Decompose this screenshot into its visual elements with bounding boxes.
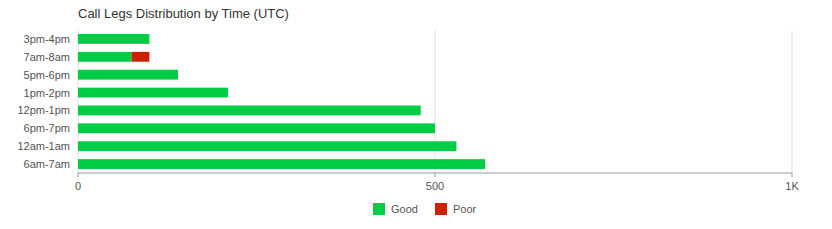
axis-line: [78, 173, 792, 174]
category-label: 6am-7am: [24, 158, 70, 170]
bar: [78, 106, 421, 116]
chart-title: Call Legs Distribution by Time (UTC): [78, 6, 289, 21]
category-label: 5pm-6pm: [24, 69, 70, 81]
grid-line: [435, 30, 436, 173]
chart: Call Legs Distribution by Time (UTC) 0 500…: [0, 0, 832, 229]
bar: [78, 123, 435, 133]
legend-label: Good: [391, 203, 418, 215]
bar: [456, 141, 457, 151]
bar: [435, 123, 436, 133]
tick-label: 0: [75, 180, 81, 192]
bar: [78, 70, 178, 80]
bar: [227, 88, 228, 98]
legend-swatch: [373, 203, 385, 215]
grid-line: [792, 30, 793, 173]
bar: [420, 106, 421, 116]
category-label: 7am-8am: [24, 51, 70, 63]
bar: [78, 141, 456, 151]
category-label: 12am-1am: [17, 140, 70, 152]
category-label: 6pm-7pm: [24, 122, 70, 134]
bar: [78, 88, 228, 98]
tick-mark: [78, 173, 79, 177]
bar: [132, 52, 150, 62]
category-label: 1pm-2pm: [24, 87, 70, 99]
tick-mark: [435, 173, 436, 177]
legend-swatch: [435, 203, 447, 215]
legend-label: Poor: [453, 203, 477, 215]
category-label: 12pm-1pm: [17, 104, 70, 116]
bars: [78, 34, 485, 169]
x-axis: 0 500 1K: [75, 173, 799, 192]
bar: [78, 159, 485, 169]
bar: [177, 70, 178, 80]
tick-mark: [792, 173, 793, 177]
bar: [78, 52, 132, 62]
grid: [78, 30, 792, 173]
category-label: 3pm-4pm: [24, 33, 70, 45]
grid-line: [78, 30, 79, 173]
bar: [149, 34, 150, 44]
bar: [78, 34, 149, 44]
tick-label: 500: [426, 180, 444, 192]
legend: Good Poor: [373, 203, 477, 215]
y-axis: 6am-7am 12am-1am 6pm-7pm 12pm-1pm 1pm-2pm 5pm…: [17, 33, 70, 170]
bar: [484, 159, 485, 169]
tick-label: 1K: [785, 180, 799, 192]
chart-container: Call Legs Distribution by Time (UTC) 0 500…: [0, 0, 832, 229]
